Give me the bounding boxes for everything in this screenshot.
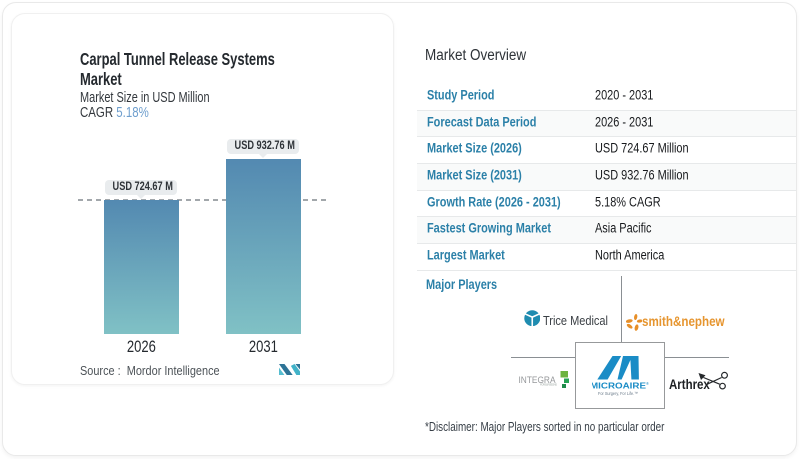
svg-text:MICROAIRE: MICROAIRE xyxy=(592,381,646,391)
svg-text:For Surgery, For Life.™: For Surgery, For Life.™ xyxy=(598,391,638,396)
svg-text:INTEGRA: INTEGRA xyxy=(519,375,557,386)
svg-text:FOR SURGEONS: FOR SURGEONS xyxy=(540,382,557,386)
svg-text:®: ® xyxy=(646,381,649,386)
